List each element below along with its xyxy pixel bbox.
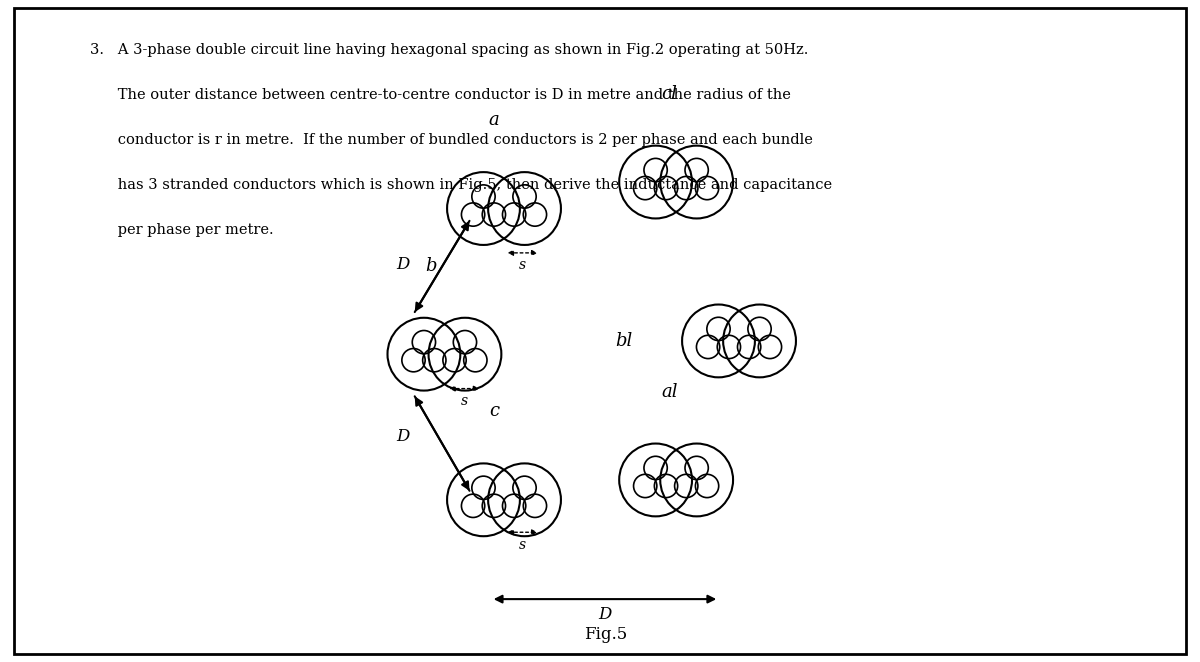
- Text: conductor is r in metre.  If the number of bundled conductors is 2 per phase and: conductor is r in metre. If the number o…: [90, 133, 812, 147]
- Text: per phase per metre.: per phase per metre.: [90, 223, 274, 237]
- Text: s: s: [518, 258, 526, 272]
- Text: s: s: [461, 394, 468, 408]
- Text: a: a: [488, 111, 499, 129]
- Text: al: al: [661, 383, 678, 401]
- Text: cl: cl: [661, 85, 678, 103]
- Text: D: D: [396, 428, 409, 446]
- Text: Fig.5: Fig.5: [583, 626, 626, 643]
- Text: D: D: [396, 256, 409, 273]
- Text: has 3 stranded conductors which is shown in Fig.5, then derive the inductance an: has 3 stranded conductors which is shown…: [90, 178, 832, 192]
- Text: c: c: [490, 402, 499, 420]
- Text: s: s: [518, 538, 526, 551]
- Text: b: b: [426, 257, 437, 275]
- Text: 3.   A 3-phase double circuit line having hexagonal spacing as shown in Fig.2 op: 3. A 3-phase double circuit line having …: [90, 43, 809, 57]
- Text: The outer distance between centre-to-centre conductor is D in metre and the radi: The outer distance between centre-to-cen…: [90, 88, 791, 102]
- Text: bl: bl: [616, 332, 632, 350]
- Text: D: D: [599, 606, 612, 623]
